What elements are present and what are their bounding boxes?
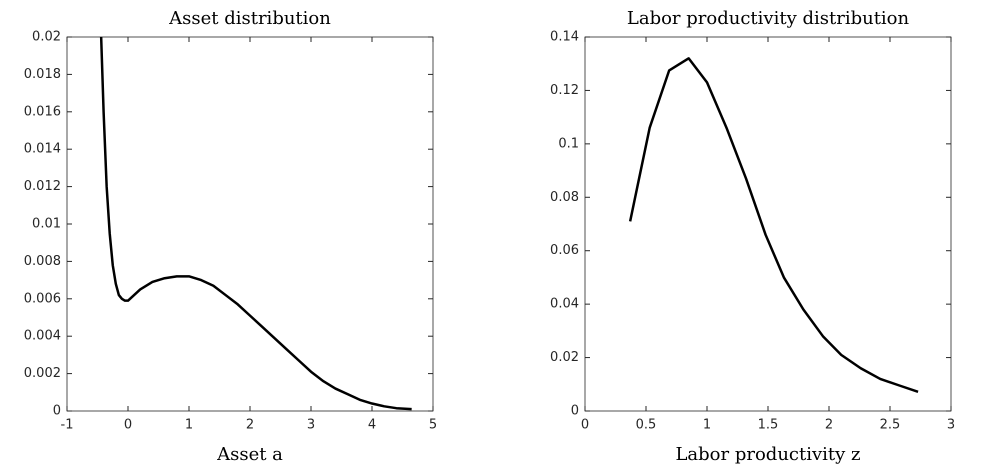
axes-box bbox=[66, 36, 434, 412]
x-tick-label: 0 bbox=[124, 418, 132, 433]
data-line bbox=[99, 37, 412, 411]
y-tick-label: 0 bbox=[571, 404, 579, 419]
x-tick-label: 2 bbox=[825, 418, 833, 433]
x-tick-label: 0.5 bbox=[636, 418, 657, 433]
y-tick-label: 0.02 bbox=[32, 30, 61, 45]
chart-title: Labor productivity distribution bbox=[627, 8, 910, 29]
y-tick-label: 0.02 bbox=[550, 350, 579, 365]
y-tick-label: 0.004 bbox=[24, 329, 61, 344]
y-tick-label: 0.006 bbox=[24, 291, 61, 306]
y-tick-label: 0.14 bbox=[550, 30, 579, 45]
y-tick-label: 0.01 bbox=[32, 217, 61, 232]
x-tick-label: -1 bbox=[61, 418, 74, 433]
x-axis-label: Labor productivity z bbox=[675, 444, 860, 465]
x-tick-label: 3 bbox=[947, 418, 955, 433]
y-tick-label: 0.12 bbox=[550, 83, 579, 98]
y-tick-label: 0 bbox=[53, 404, 61, 419]
y-tick-label: 0.1 bbox=[558, 136, 579, 151]
x-tick-label: 0 bbox=[581, 418, 589, 433]
data-line bbox=[628, 57, 919, 393]
x-tick-label: 1 bbox=[703, 418, 711, 433]
x-axis-label: Asset a bbox=[216, 444, 283, 465]
x-tick-label: 2.5 bbox=[880, 418, 901, 433]
y-tick-label: 0.06 bbox=[550, 243, 579, 258]
x-tick-label: 3 bbox=[307, 418, 315, 433]
chart-title: Asset distribution bbox=[168, 8, 331, 29]
x-tick-label: 1 bbox=[185, 418, 193, 433]
y-tick-label: 0.04 bbox=[550, 297, 579, 312]
y-tick-label: 0.014 bbox=[24, 142, 61, 157]
y-tick-label: 0.018 bbox=[24, 67, 61, 82]
y-tick-label: 0.08 bbox=[550, 190, 579, 205]
y-tick-label: 0.016 bbox=[24, 104, 61, 119]
x-tick-label: 5 bbox=[429, 418, 437, 433]
axes-box bbox=[584, 36, 952, 412]
y-tick-label: 0.008 bbox=[24, 254, 61, 269]
y-tick-label: 0.012 bbox=[24, 179, 61, 194]
y-tick-label: 0.002 bbox=[24, 366, 61, 381]
x-tick-label: 2 bbox=[246, 418, 254, 433]
x-tick-label: 1.5 bbox=[758, 418, 779, 433]
x-tick-label: 4 bbox=[368, 418, 376, 433]
